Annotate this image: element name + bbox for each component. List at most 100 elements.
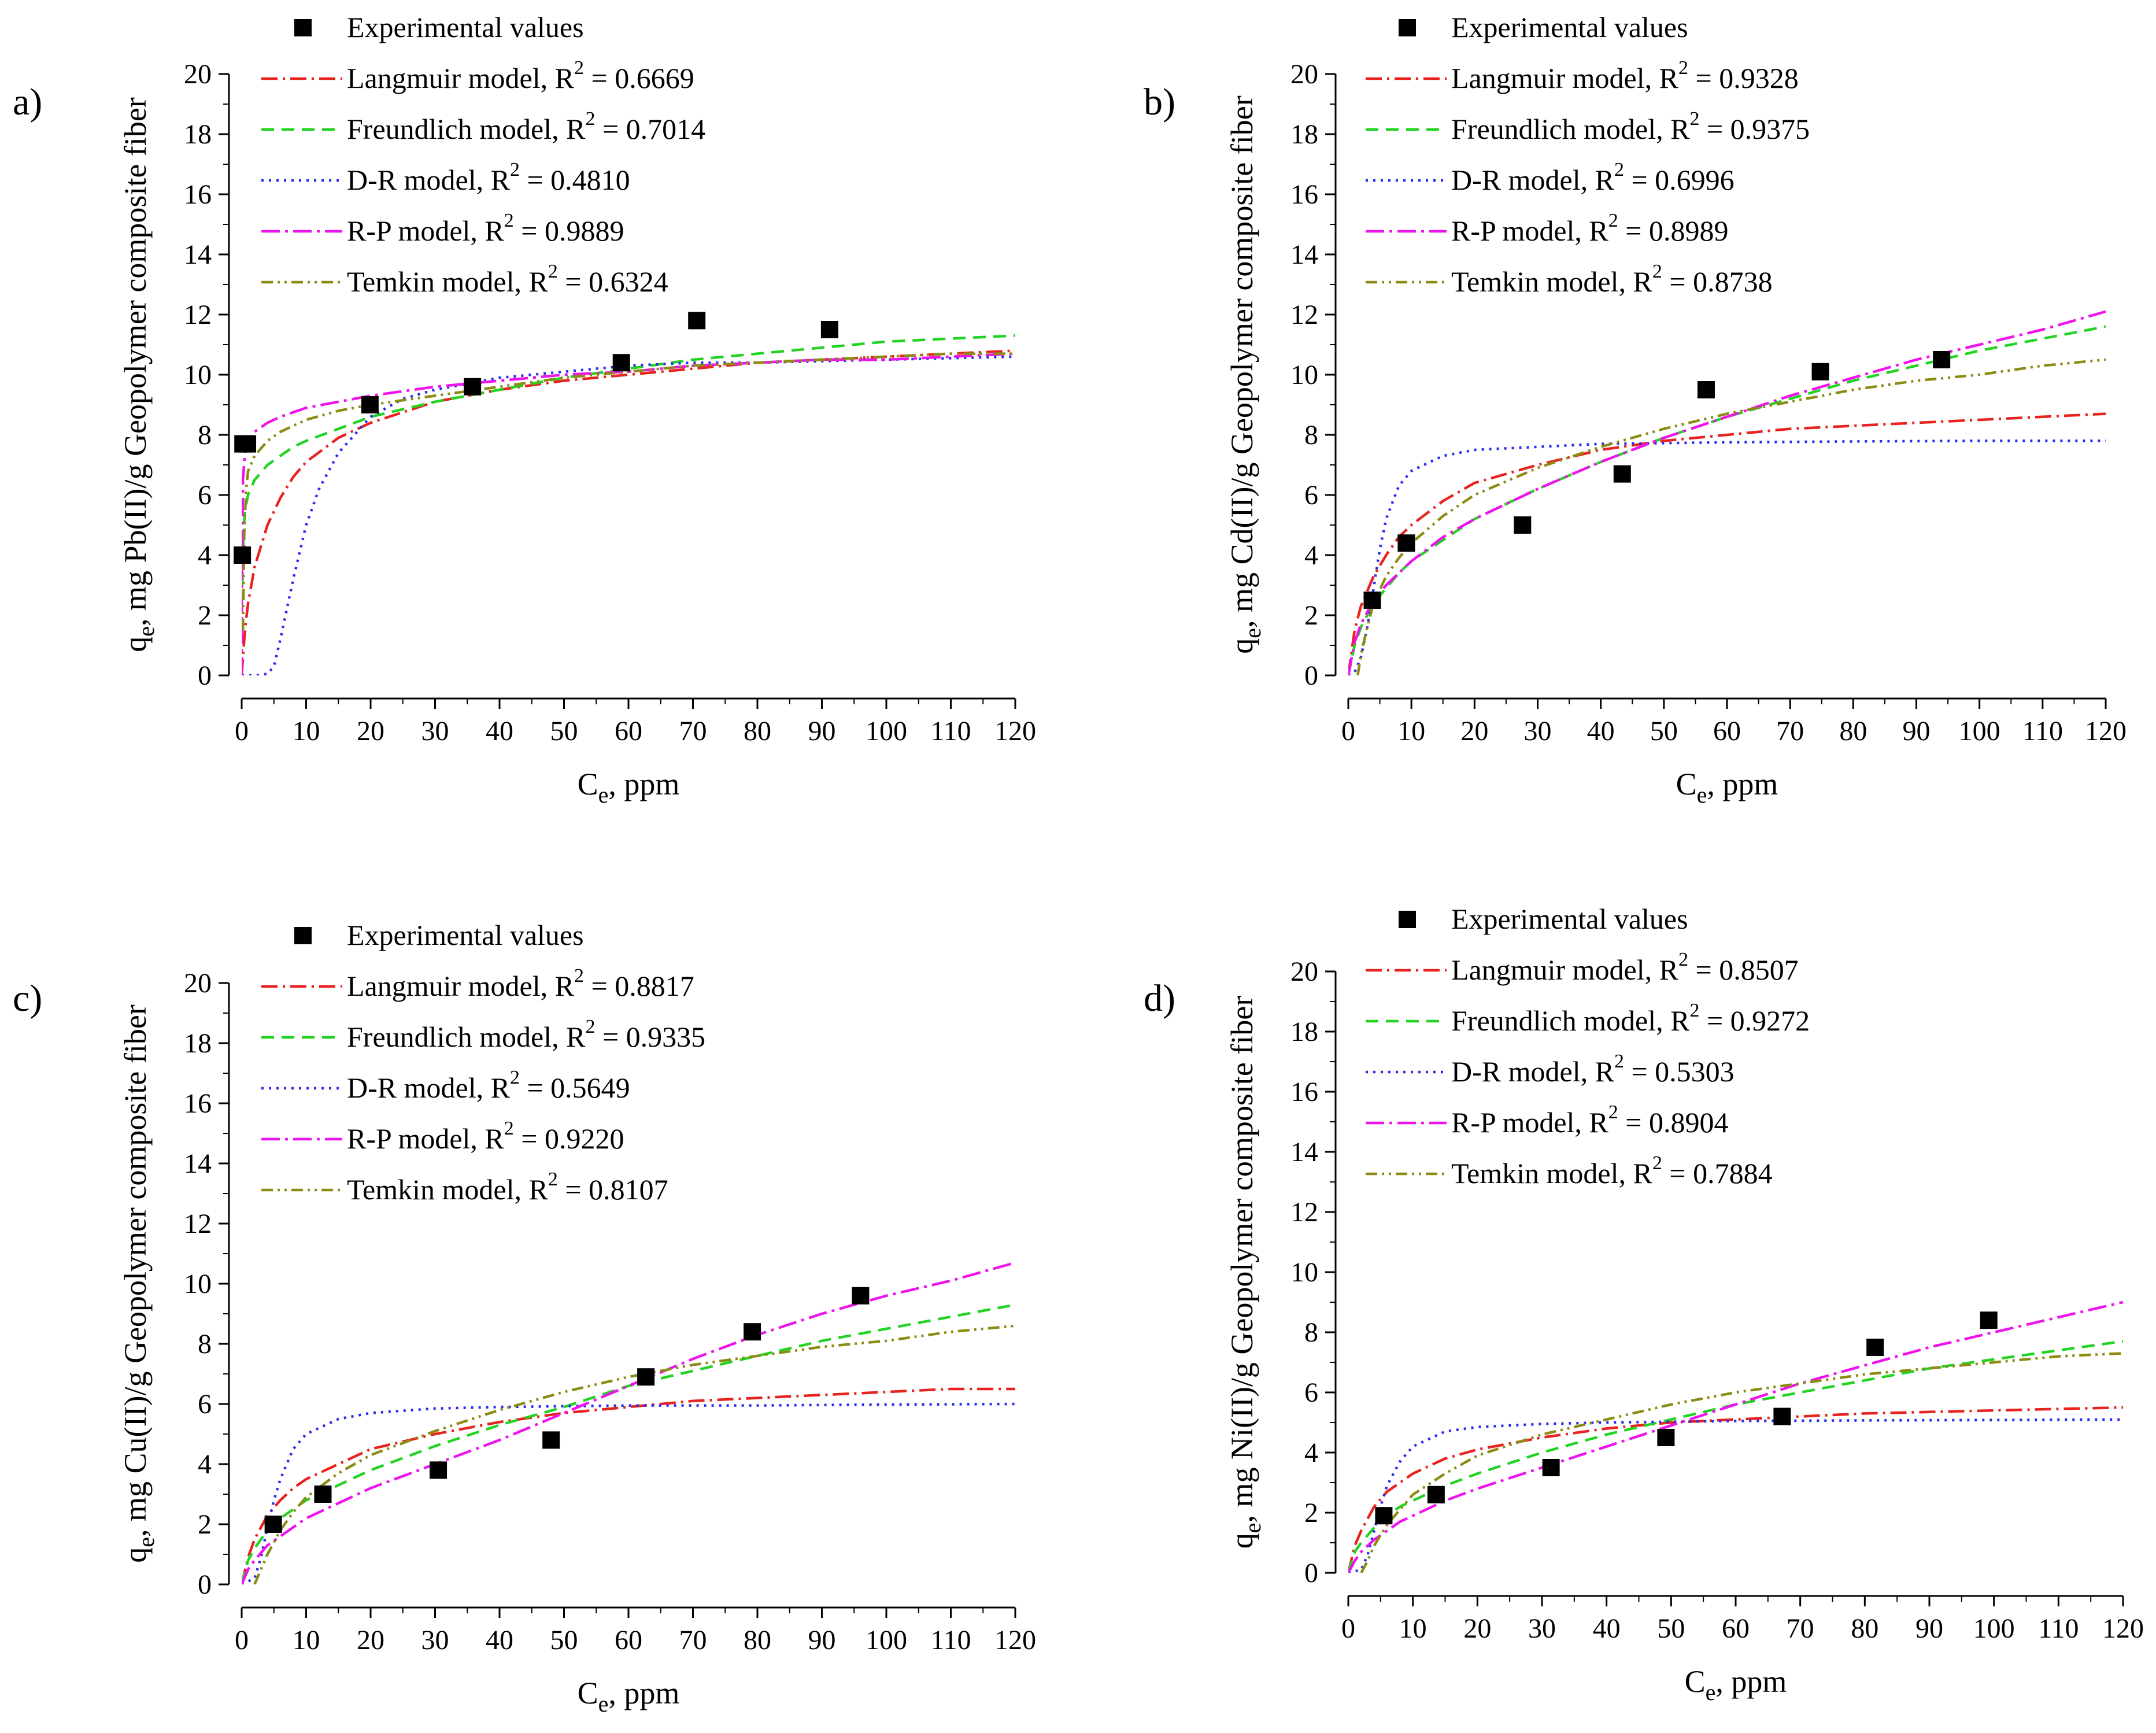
experimental-point [1933, 351, 1951, 368]
x-tick-value: 120 [2102, 1613, 2144, 1644]
y-tick-value: 16 [184, 1088, 212, 1119]
panel-label: a) [13, 81, 42, 123]
x-tick-value: 80 [744, 1625, 771, 1656]
experimental-point [361, 396, 379, 413]
y-axis-title-rest: , mg Cu(II)/g Geopolymer composite fiber [118, 1004, 153, 1537]
x-tick-value: 110 [930, 1625, 971, 1656]
x-tick-value: 80 [1839, 716, 1867, 747]
y-tick-value: 20 [184, 968, 212, 999]
y-tick-label: 14 [184, 1148, 212, 1179]
y-tick-value: 0 [1304, 660, 1318, 691]
x-tick-value: 50 [1657, 1613, 1685, 1644]
x-tick-value: 50 [1650, 716, 1678, 747]
experimental-point [464, 378, 482, 396]
x-tick-value: 20 [357, 716, 384, 747]
x-tick-value: 100 [866, 1625, 907, 1656]
model-curves [242, 1261, 1015, 1584]
x-tick-value: 20 [357, 1625, 384, 1656]
legend-label-dr: D-R model, R2 = 0.4810 [347, 159, 630, 196]
legend-spacer: = [520, 1071, 550, 1104]
y-tick-label: 10 [1290, 360, 1318, 390]
x-tick-value: 80 [1851, 1613, 1878, 1644]
panel-label-text: d) [1144, 977, 1175, 1019]
legend-label-experimental: Experimental values [1451, 903, 1688, 935]
legend-r2-value: 0.8989 [1649, 215, 1729, 247]
y-tick-value: 6 [1304, 1377, 1318, 1408]
x-axis-title-rest: , ppm [608, 767, 679, 801]
experimental-point [1363, 592, 1381, 609]
x-tick-label: 50 [1650, 716, 1678, 747]
y-tick-label: 0 [198, 1569, 212, 1600]
y-tick-label: 2 [1304, 600, 1318, 631]
x-tick-label: 80 [744, 1625, 771, 1656]
legend-r2-superscript: 2 [585, 1016, 595, 1037]
model-curves [1348, 1300, 2123, 1573]
x-tick-label: 0 [235, 1625, 249, 1656]
legend-r2-value: 0.5649 [550, 1071, 630, 1104]
y-tick-value: 20 [184, 59, 212, 90]
x-tick-label: 40 [486, 716, 513, 747]
y-tick-label: 20 [184, 59, 212, 90]
legend-r2-value: 0.8738 [1693, 265, 1773, 298]
y-tick-label: 4 [198, 540, 212, 571]
experimental-point [637, 1368, 655, 1386]
legend-spacer: = [1688, 954, 1719, 986]
legend-spacer: = [1699, 113, 1730, 145]
rp-curve [242, 1261, 1015, 1584]
y-tick-label: 12 [1290, 1197, 1318, 1228]
legend-r2-superscript: 2 [1608, 1102, 1618, 1123]
x-tick-value: 20 [1463, 1613, 1491, 1644]
legend-r2-value: 0.9328 [1719, 62, 1799, 94]
legend-marker-experimental [294, 927, 312, 944]
y-tick-label: 4 [1304, 1438, 1318, 1468]
rp-curve [1348, 310, 2106, 675]
y-axis-title-rest: , mg Ni(II)/g Geopolymer composite fiber [1225, 996, 1259, 1523]
temkin-curve [1356, 358, 2106, 675]
y-tick-label: 8 [198, 1329, 212, 1359]
legend-label-langmuir: Langmuir model, R2 = 0.6669 [347, 57, 694, 94]
panel-label-text: b) [1144, 81, 1175, 123]
legend-model-name: D-R model, R [347, 164, 511, 196]
experimental-point [264, 1516, 282, 1533]
x-tick-label: 70 [679, 716, 707, 747]
legend-label-freundlich: Freundlich model, R2 = 0.9335 [347, 1016, 705, 1053]
x-tick-value: 110 [930, 716, 971, 747]
legend-r2-value: 0.8507 [1719, 954, 1799, 986]
legend-label-rp: R-P model, R2 = 0.8904 [1451, 1102, 1728, 1139]
x-axis-title-subscript: e [598, 782, 609, 808]
y-tick-label: 12 [1290, 300, 1318, 330]
legend-model-name: R-P model, R [1451, 215, 1608, 247]
legend-r2-superscript: 2 [548, 261, 558, 282]
freundlich-curve [242, 334, 1015, 586]
y-tick-value: 10 [184, 1269, 212, 1299]
legend: Experimental values Langmuir model, R2 = … [261, 919, 705, 1206]
y-tick-label: 14 [184, 239, 212, 270]
legend-r2-superscript: 2 [1652, 261, 1662, 282]
y-tick-label: 10 [1290, 1257, 1318, 1288]
legend-label-langmuir: Langmuir model, R2 = 0.8507 [1451, 949, 1799, 986]
x-tick-label: 50 [1657, 1613, 1685, 1644]
x-tick-label: 90 [1903, 716, 1931, 747]
x-tick-value: 110 [2022, 716, 2063, 747]
x-tick-label: 100 [866, 1625, 907, 1656]
legend-spacer: = [514, 215, 545, 247]
x-axis-title-main: C [578, 767, 598, 801]
x-tick-value: 100 [1959, 716, 2000, 747]
y-tick-label: 0 [198, 660, 212, 691]
legend-spacer: = [1688, 62, 1719, 94]
legend-marker-experimental [1399, 19, 1416, 36]
legend-r2-superscript: 2 [548, 1169, 558, 1190]
y-tick-label: 14 [1290, 1137, 1318, 1167]
x-tick-value: 20 [1460, 716, 1488, 747]
x-tick-label: 20 [1460, 716, 1488, 747]
legend-r2-superscript: 2 [510, 159, 520, 180]
y-tick-value: 2 [1304, 1498, 1318, 1528]
legend-text-experimental: Experimental values [347, 11, 584, 43]
x-tick-label: 100 [866, 716, 907, 747]
legend-model-name: Langmuir model, R [1451, 62, 1679, 94]
legend-r2-value: 0.9220 [545, 1122, 624, 1155]
x-tick-value: 70 [679, 716, 707, 747]
x-tick-value: 50 [550, 1625, 578, 1656]
y-tick-value: 14 [184, 1148, 212, 1179]
x-tick-value: 30 [421, 1625, 449, 1656]
